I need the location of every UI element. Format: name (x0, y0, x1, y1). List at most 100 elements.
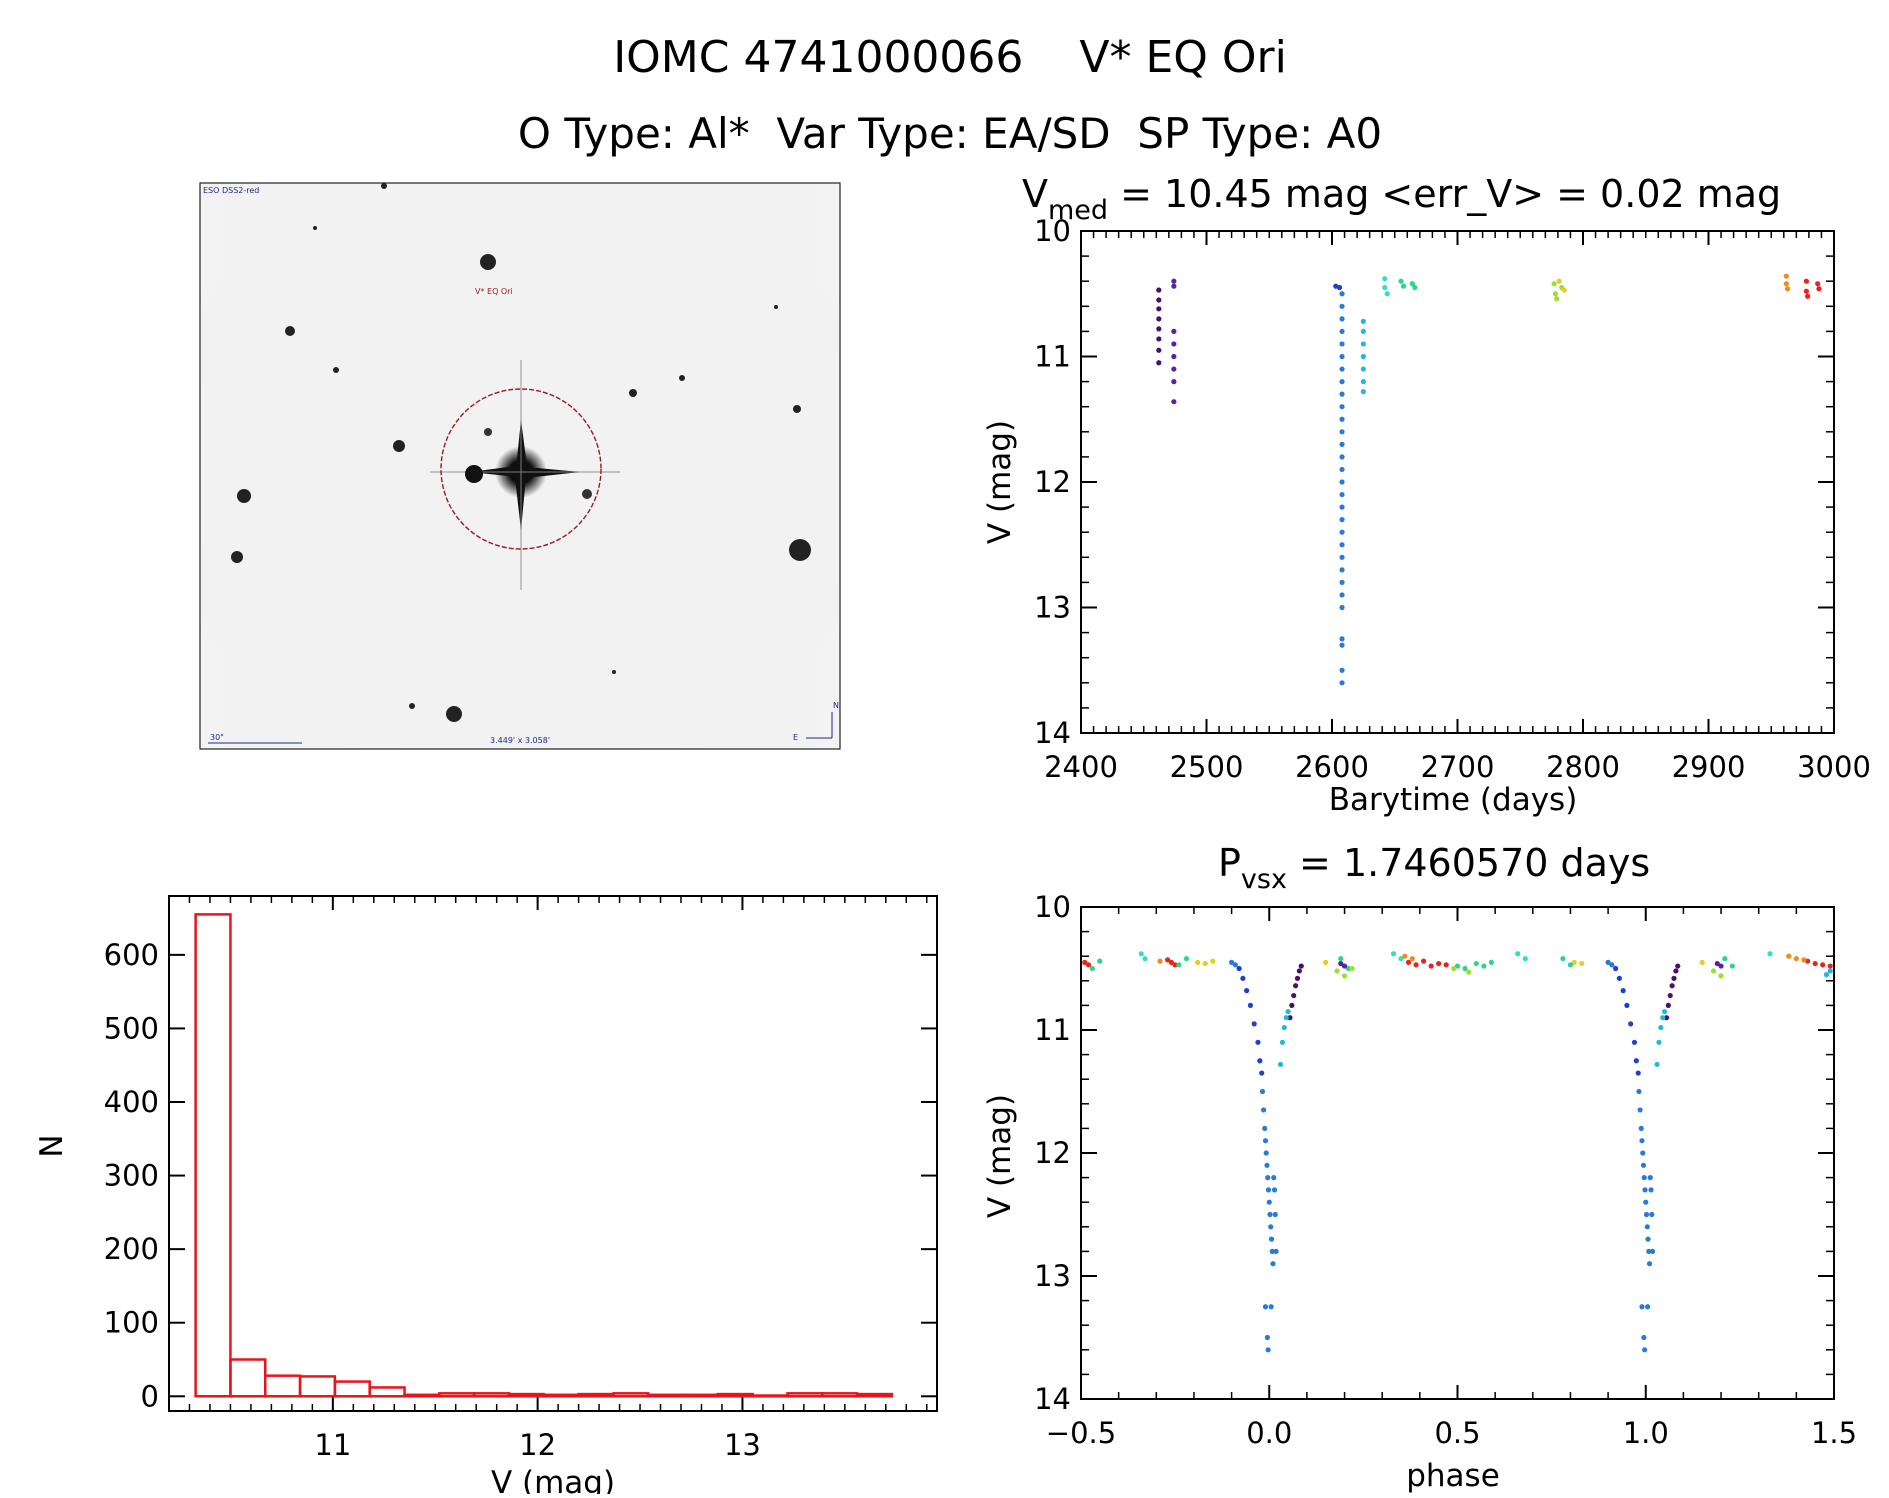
phased-curve-title: Pvsx = 1.7460570 days (1218, 841, 1650, 895)
phased-curve-point (1341, 973, 1348, 979)
histogram-bar (577, 1392, 615, 1398)
light-curve-point (1339, 341, 1345, 347)
light-curve-point (1336, 284, 1343, 291)
phased-curve-title-rest: = 1.7460570 days (1287, 841, 1650, 885)
light-curve-point (1339, 429, 1345, 435)
phased-curve-point (1605, 959, 1611, 965)
light-curve-point (1171, 353, 1177, 360)
phased-curve-point (1645, 1236, 1651, 1242)
light-curve-point (1561, 287, 1567, 293)
phased-curve-point (1642, 1347, 1648, 1353)
phased-curve-point (1660, 1015, 1666, 1021)
phased-curve-point (1722, 956, 1728, 962)
phased-curve-point (1157, 958, 1163, 964)
phased-curve-point (1640, 1162, 1647, 1168)
phased-curve-xtick-label: 1.0 (1623, 1416, 1669, 1450)
light-curve-point (1805, 293, 1811, 299)
histogram-ytick-label: 400 (104, 1085, 159, 1119)
light-curve-point (1339, 604, 1345, 611)
phased-curve-point (1262, 1125, 1268, 1131)
phased-curve-ytick-label: 13 (1034, 1259, 1071, 1293)
phased-curve-point (1268, 1224, 1274, 1230)
phased-curve-point (1164, 957, 1171, 963)
phased-curve-point (1613, 965, 1619, 972)
phased-curve-point (1820, 962, 1826, 968)
phased-curve-point (1786, 953, 1792, 959)
light-curve-xtick-label: 2600 (1295, 750, 1369, 784)
histogram-ytick-label: 300 (104, 1159, 159, 1193)
phased-curve-point (1631, 1039, 1638, 1045)
light-curve-point (1339, 416, 1345, 422)
phased-curve-point (1640, 1150, 1646, 1156)
phased-curve-panel: Pvsx = 1.7460570 days phase V (mag) −0.5… (982, 841, 1857, 1494)
phased-curve-point (1638, 1125, 1644, 1131)
light-curve-ytick-label: 11 (1034, 340, 1071, 374)
light-curve-point (1803, 278, 1809, 284)
phased-curve-point (1338, 956, 1344, 962)
phased-curve-point (1265, 1347, 1271, 1353)
phased-curve-point (1236, 965, 1242, 972)
light-curve-point (1339, 328, 1345, 334)
light-curve-point (1816, 286, 1822, 292)
phased-curve-point (1579, 960, 1585, 967)
light-curve-point (1339, 529, 1345, 535)
histogram-bar (855, 1392, 894, 1398)
light-curve-point (1360, 379, 1366, 385)
light-curve-point (1339, 454, 1345, 460)
light-curve-point (1339, 391, 1345, 397)
phased-curve-point (1291, 992, 1297, 999)
light-curve-point (1171, 341, 1177, 347)
light-curve-point (1339, 636, 1345, 642)
light-curve-ytick-label: 13 (1034, 591, 1071, 625)
phased-curve-point (1643, 1211, 1650, 1218)
light-curve-xtick-label: 2800 (1546, 750, 1620, 784)
light-curve-point (1783, 281, 1789, 287)
light-curve-point (1339, 517, 1345, 523)
light-curve-point (1784, 286, 1791, 292)
light-curve-title-rest: = 10.45 mag <err_V> = 0.02 mag (1108, 172, 1781, 216)
phased-curve-point (1264, 1334, 1270, 1341)
phased-curve-point (1515, 951, 1521, 957)
light-curve-panel: Vmed = 10.45 mag <err_V> = 0.02 mag Bary… (982, 172, 1871, 818)
phased-curve-point (1646, 1261, 1653, 1267)
light-curve-point (1339, 291, 1345, 297)
histogram-xtick-label: 13 (724, 1428, 761, 1462)
phased-curve-point (1262, 1138, 1269, 1144)
phased-curve-point (1345, 965, 1351, 972)
light-curve-point (1360, 353, 1366, 360)
histogram-bar (646, 1393, 685, 1398)
phased-curve-point (1270, 1261, 1276, 1267)
phased-curve-point (1644, 1224, 1650, 1230)
light-curve-point (1339, 303, 1345, 309)
histogram-bar (786, 1392, 824, 1398)
phased-curve-point (1667, 992, 1673, 999)
light-curve-point (1171, 399, 1177, 405)
phased-curve-point (1436, 960, 1442, 967)
histogram-xtick-label: 11 (314, 1428, 351, 1462)
phased-curve-point (1488, 959, 1494, 965)
phased-curve-point (1624, 1002, 1630, 1009)
phased-curve-point (1402, 953, 1408, 959)
phased-curve-point (1142, 956, 1148, 962)
light-curve-point (1339, 680, 1345, 686)
histogram-bar (542, 1393, 580, 1398)
phased-curve-point (1481, 963, 1487, 969)
phased-curve-point (1229, 959, 1235, 965)
phased-curve-point (1635, 1070, 1641, 1076)
phased-curve-point (1823, 972, 1830, 978)
phased-curve-point (1269, 1248, 1275, 1254)
phased-curve-point (1793, 956, 1799, 962)
phased-curve-point (1085, 962, 1092, 968)
light-curve-point (1783, 273, 1789, 279)
phased-curve-point (1272, 1211, 1278, 1218)
phased-curve-xlabel: phase (1406, 1458, 1500, 1494)
phased-curve-point (1271, 1187, 1278, 1193)
phased-curve-point (1729, 963, 1735, 969)
phased-curve-point (1247, 1002, 1254, 1009)
phased-curve-point (1267, 1211, 1273, 1218)
histogram-xlabel: V (mag) (491, 1465, 615, 1494)
phased-curve-point (1138, 951, 1144, 957)
light-curve-point (1815, 281, 1821, 287)
phased-curve-point (1097, 958, 1103, 964)
